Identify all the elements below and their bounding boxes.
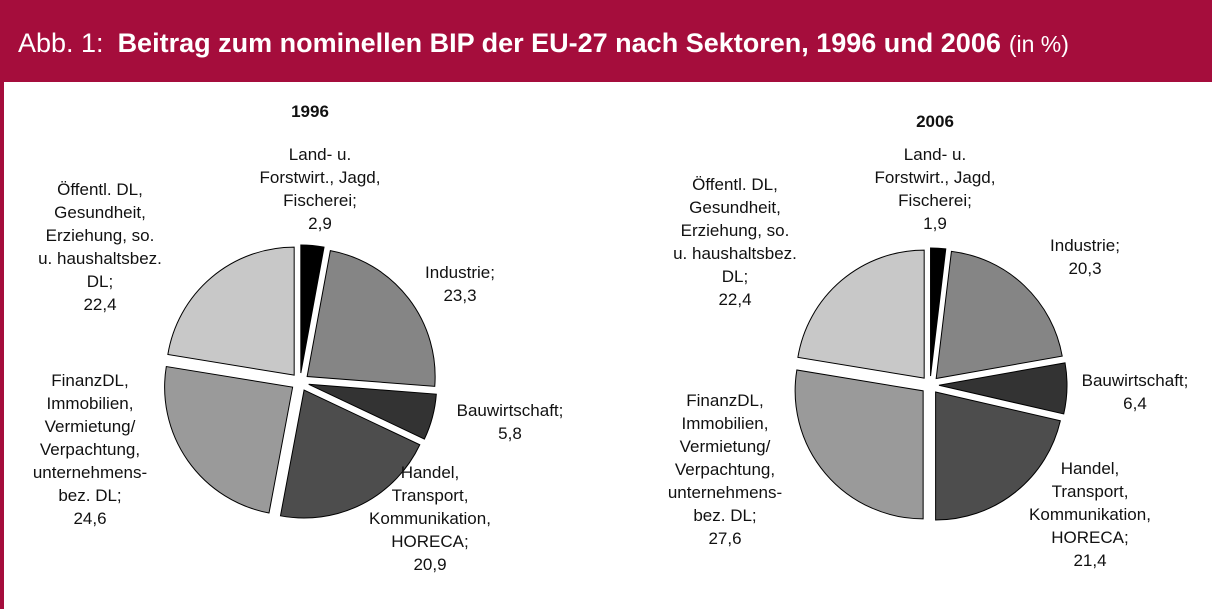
slice-category-label: Handel, Transport, Kommunikation, HORECA; — [1029, 459, 1151, 547]
label-line: Industrie; — [1050, 236, 1120, 255]
slice-category-label: Öffentl. DL, Gesundheit, Erziehung, so. u. … — [38, 180, 162, 291]
pie-slice — [308, 383, 437, 440]
label-line: HORECA; — [391, 532, 468, 551]
label-line: Handel, — [401, 463, 460, 482]
pie-slice — [164, 365, 294, 514]
slice-value-label: 21,4 — [1073, 551, 1106, 570]
slice-category-label: Land- u. Forstwirt., Jagd, Fischerei; — [260, 145, 381, 210]
label-line: Gesundheit, — [689, 198, 781, 217]
label-line: HORECA; — [1051, 528, 1128, 547]
pie-slice — [935, 391, 1061, 521]
label-line: Gesundheit, — [54, 203, 146, 222]
label-line: DL; — [87, 272, 113, 291]
label-line: bez. DL; — [693, 506, 756, 525]
header: Abb. 1: Beitrag zum nominellen BIP der EU… — [18, 28, 1069, 58]
slice-value-label: 23,3 — [443, 286, 476, 305]
chart-title: 1996 — [291, 102, 329, 121]
slice-value-label: 2,9 — [308, 214, 332, 233]
slice-value-label: 6,4 — [1123, 394, 1147, 413]
header-label: Abb. 1: — [18, 28, 104, 58]
slice-category-label: FinanzDL, Immobilien, Vermietung/Verpachtu… — [33, 371, 147, 505]
label-line: u. haushaltsbez. — [38, 249, 162, 268]
pie-slice — [279, 389, 421, 519]
pie-slice — [794, 369, 924, 520]
pie-slice — [300, 244, 325, 374]
label-line: Forstwirt., Jagd, — [875, 168, 996, 187]
slice-category-label: Industrie; — [425, 263, 495, 282]
label-line: Land- u. — [904, 145, 966, 164]
label-line: Immobilien, — [47, 394, 134, 413]
slice-value-label: 27,6 — [708, 529, 741, 548]
pie-slice — [306, 250, 436, 387]
header-bar — [0, 0, 1212, 82]
slice-category-label: FinanzDL, Immobilien, Vermietung/Verpachtu… — [668, 391, 782, 525]
label-line: Erziehung, so. — [46, 226, 155, 245]
label-line: Handel, — [1061, 459, 1120, 478]
label-line: FinanzDL, — [51, 371, 128, 390]
left-border — [0, 82, 4, 609]
label-line: Öffentl. DL, — [692, 175, 778, 194]
slice-value-label: 1,9 — [923, 214, 947, 233]
label-line: Vermietung/ — [45, 417, 136, 436]
slice-value-label: 5,8 — [498, 424, 522, 443]
chart-title: 2006 — [916, 112, 954, 131]
slice-value-label: 20,3 — [1068, 259, 1101, 278]
slice-value-label: 24,6 — [73, 509, 106, 528]
label-line: Kommunikation, — [1029, 505, 1151, 524]
label-line: Land- u. — [289, 145, 351, 164]
slice-value-label: 22,4 — [718, 290, 751, 309]
slice-category-label: Industrie; — [1050, 236, 1120, 255]
label-line: Fischerei; — [283, 191, 357, 210]
label-line: Transport, — [1052, 482, 1129, 501]
label-line: Immobilien, — [682, 414, 769, 433]
label-line: u. haushaltsbez. — [673, 244, 797, 263]
label-line: Öffentl. DL, — [57, 180, 143, 199]
label-line: Forstwirt., Jagd, — [260, 168, 381, 187]
slice-category-label: Bauwirtschaft; — [457, 401, 564, 420]
label-line: Verpachtung, — [40, 440, 140, 459]
slice-category-label: Öffentl. DL, Gesundheit, Erziehung, so. u. … — [673, 175, 797, 286]
slice-value-label: 20,9 — [413, 555, 446, 574]
slice-category-label: Bauwirtschaft; — [1082, 371, 1189, 390]
slice-category-label: Land- u. Forstwirt., Jagd, Fischerei; — [875, 145, 996, 210]
label-line: Verpachtung, — [675, 460, 775, 479]
label-line: Industrie; — [425, 263, 495, 282]
label-line: Transport, — [392, 486, 469, 505]
pie-slice — [930, 247, 947, 377]
label-line: Kommunikation, — [369, 509, 491, 528]
header-title: Beitrag zum nominellen BIP der EU-27 nac… — [118, 28, 1001, 58]
pie-slice — [167, 246, 295, 376]
label-line: DL; — [722, 267, 748, 286]
pie-slice — [797, 249, 925, 379]
pie-slice — [935, 250, 1063, 380]
label-line: Bauwirtschaft; — [457, 401, 564, 420]
label-line: unternehmens- — [33, 463, 147, 482]
label-line: Vermietung/ — [680, 437, 771, 456]
pie-slice — [938, 362, 1068, 415]
label-line: Erziehung, so. — [681, 221, 790, 240]
label-line: Fischerei; — [898, 191, 972, 210]
label-line: bez. DL; — [58, 486, 121, 505]
slice-value-label: 22,4 — [83, 295, 116, 314]
label-line: Bauwirtschaft; — [1082, 371, 1189, 390]
header-unit: (in %) — [1009, 31, 1069, 57]
label-line: unternehmens- — [668, 483, 782, 502]
label-line: FinanzDL, — [686, 391, 763, 410]
slice-category-label: Handel, Transport, Kommunikation, HORECA; — [369, 463, 491, 551]
